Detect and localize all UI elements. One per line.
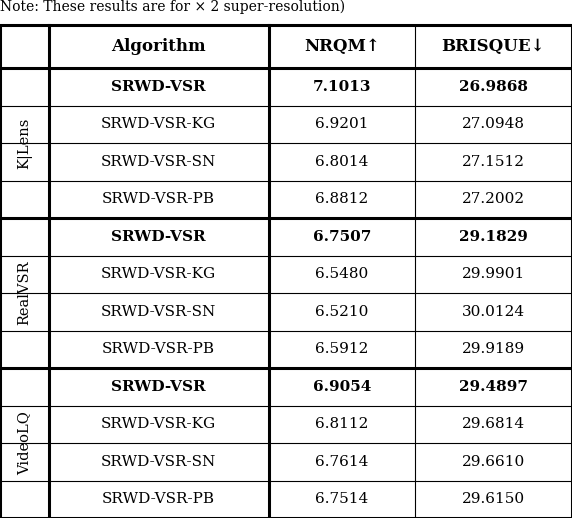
Text: 6.8112: 6.8112 (315, 418, 368, 431)
Text: SRWD-VSR-KG: SRWD-VSR-KG (101, 267, 216, 281)
Text: 6.9201: 6.9201 (315, 118, 368, 132)
Text: Algorithm: Algorithm (112, 38, 206, 55)
Text: 6.9054: 6.9054 (312, 380, 371, 394)
Text: SRWD-VSR: SRWD-VSR (112, 230, 206, 244)
Text: SRWD-VSR-KG: SRWD-VSR-KG (101, 118, 216, 132)
Text: 29.6150: 29.6150 (462, 492, 525, 506)
Text: SRWD-VSR-KG: SRWD-VSR-KG (101, 418, 216, 431)
Text: SRWD-VSR-PB: SRWD-VSR-PB (102, 492, 215, 506)
Text: SRWD-VSR-PB: SRWD-VSR-PB (102, 342, 215, 356)
Text: SRWD-VSR-SN: SRWD-VSR-SN (101, 305, 216, 319)
Text: 29.4897: 29.4897 (459, 380, 528, 394)
Text: SRWD-VSR-SN: SRWD-VSR-SN (101, 455, 216, 469)
Text: 27.0948: 27.0948 (462, 118, 525, 132)
Text: K|Lens: K|Lens (17, 118, 32, 169)
Text: NRQM↑: NRQM↑ (304, 38, 380, 55)
Text: SRWD-VSR-SN: SRWD-VSR-SN (101, 155, 216, 169)
Text: SRWD-VSR: SRWD-VSR (112, 80, 206, 94)
Text: 27.1512: 27.1512 (462, 155, 525, 169)
Text: 27.2002: 27.2002 (462, 192, 525, 207)
Text: 6.7514: 6.7514 (315, 492, 368, 506)
Text: 29.9901: 29.9901 (462, 267, 525, 281)
Text: 29.1829: 29.1829 (459, 230, 528, 244)
Text: 26.9868: 26.9868 (459, 80, 528, 94)
Text: 29.6814: 29.6814 (462, 418, 525, 431)
Text: SRWD-VSR-PB: SRWD-VSR-PB (102, 192, 215, 207)
Text: 7.1013: 7.1013 (312, 80, 371, 94)
Text: 29.6610: 29.6610 (462, 455, 525, 469)
Text: 6.8014: 6.8014 (315, 155, 368, 169)
Text: 30.0124: 30.0124 (462, 305, 525, 319)
Text: 6.5912: 6.5912 (315, 342, 368, 356)
Text: 6.5480: 6.5480 (315, 267, 368, 281)
Text: VideoLQ: VideoLQ (17, 411, 31, 475)
Text: 6.5210: 6.5210 (315, 305, 368, 319)
Text: 6.7614: 6.7614 (315, 455, 368, 469)
Text: Note: These results are for × 2 super-resolution): Note: These results are for × 2 super-re… (0, 0, 345, 15)
Text: 6.8812: 6.8812 (315, 192, 368, 207)
Text: BRISQUE↓: BRISQUE↓ (442, 38, 545, 55)
Text: 6.7507: 6.7507 (312, 230, 371, 244)
Text: RealVSR: RealVSR (17, 261, 31, 325)
Text: SRWD-VSR: SRWD-VSR (112, 380, 206, 394)
Text: 29.9189: 29.9189 (462, 342, 525, 356)
